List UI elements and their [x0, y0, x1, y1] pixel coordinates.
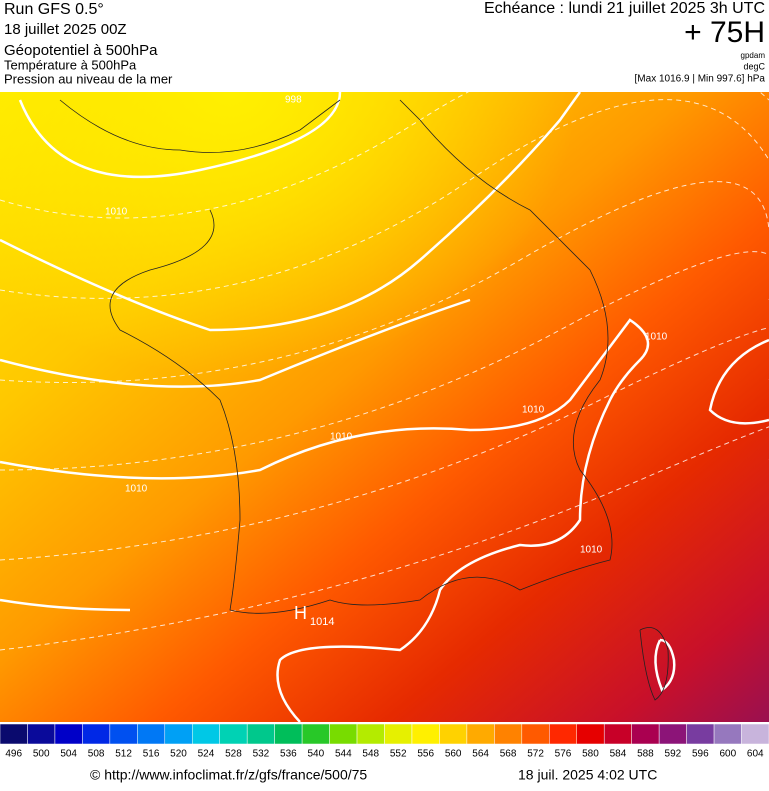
run-label: Run GFS 0.5°: [4, 1, 104, 18]
colorbar-label: 588: [637, 749, 654, 760]
color-swatch: [192, 723, 220, 745]
unit: degC: [743, 61, 765, 71]
color-swatch: [713, 723, 742, 745]
colorbar-label: 556: [417, 749, 434, 760]
color-swatch: [439, 723, 468, 745]
color-swatch: [301, 723, 330, 745]
color-swatch: [54, 723, 83, 745]
color-swatch: [631, 723, 660, 745]
high-pressure-marker: H: [294, 603, 307, 623]
colorbar-label: 544: [335, 749, 352, 760]
footer: © http://www.infoclimat.fr/z/gfs/france/…: [90, 767, 657, 783]
color-swatch: [576, 723, 605, 745]
lead-time: + 75H: [684, 16, 765, 49]
color-swatch: [82, 723, 111, 745]
header: Run GFS 0.5° 18 juillet 2025 00Z Géopote…: [4, 0, 766, 86]
colorbar-label: 560: [445, 749, 462, 760]
colorbar-label: 548: [362, 749, 379, 760]
color-swatch: [521, 723, 550, 745]
colorbar-label: 592: [665, 749, 682, 760]
color-swatch: [219, 723, 248, 745]
colorbar-label: 536: [280, 749, 297, 760]
color-swatch: [137, 723, 166, 745]
colorbar-label: 596: [692, 749, 709, 760]
colorbar-label: 516: [143, 749, 160, 760]
isobar-label: 1010: [522, 405, 545, 416]
color-swatch: [686, 723, 715, 745]
map-subtitle: Pression au niveau de la mer: [4, 71, 173, 86]
colorbar-label: 572: [527, 749, 544, 760]
color-swatch: [164, 723, 193, 745]
colorbar-label: 524: [198, 749, 215, 760]
color-swatch: [109, 723, 138, 745]
colorbar: 496 500 504 508 512 516 520 524 528 532 536 540 544 5…: [0, 723, 769, 760]
unit: gpdam: [741, 51, 766, 60]
isobars: [0, 91, 769, 723]
color-swatch: [494, 723, 523, 745]
isobar-label: 998: [285, 95, 302, 106]
colorbar-label: 568: [500, 749, 517, 760]
forecast-time: Echéance : lundi 21 juillet 2025 3h UTC: [484, 0, 765, 17]
color-swatch: [384, 723, 413, 745]
color-swatch: [356, 723, 385, 745]
color-swatch: [27, 723, 56, 745]
colorbar-label: 540: [307, 749, 324, 760]
color-swatch: [603, 723, 632, 745]
isobar-label: 1010: [645, 332, 668, 343]
colorbar-label: 600: [719, 749, 736, 760]
map: 998 1010 1010 1010 1010 1010 1010 1014 H: [0, 44, 769, 723]
min-max: [Max 1016.9 | Min 997.6] hPa: [635, 74, 766, 85]
colorbar-label: 552: [390, 749, 407, 760]
colorbar-label: 508: [88, 749, 105, 760]
color-swatch: [549, 723, 577, 745]
colorbar-label: 532: [253, 749, 270, 760]
colorbar-label: 580: [582, 749, 599, 760]
color-swatch: [0, 723, 28, 745]
color-swatch: [274, 723, 303, 745]
color-swatch: [741, 723, 769, 745]
isobar-label: 1010: [330, 432, 353, 443]
colorbar-label: 584: [610, 749, 627, 760]
isobar-label: 1010: [580, 545, 603, 556]
colorbar-label: 504: [60, 749, 77, 760]
coastlines: [59, 99, 669, 701]
color-swatch: [466, 723, 495, 745]
colorbar-label: 520: [170, 749, 187, 760]
color-swatch: [658, 723, 687, 745]
source-url: © http://www.infoclimat.fr/z/gfs/france/…: [90, 767, 367, 783]
pressure-center-value: 1014: [310, 616, 334, 628]
color-swatch: [329, 723, 358, 745]
colorbar-label: 528: [225, 749, 242, 760]
colorbar-label: 496: [5, 749, 22, 760]
color-swatch: [411, 723, 440, 745]
colorbar-label: 564: [472, 749, 489, 760]
timestamp: 18 juil. 2025 4:02 UTC: [518, 767, 657, 783]
run-date: 18 juillet 2025 00Z: [4, 21, 127, 38]
colorbar-label: 604: [747, 749, 764, 760]
colorbar-label: 500: [33, 749, 50, 760]
colorbar-label: 512: [115, 749, 132, 760]
color-swatch: [246, 723, 275, 745]
colorbar-label: 576: [555, 749, 572, 760]
map-subtitle: Température à 500hPa: [4, 57, 137, 72]
isobar-label: 1010: [105, 207, 128, 218]
isobar-label: 1010: [125, 484, 148, 495]
map-title: Géopotentiel à 500hPa: [4, 42, 158, 59]
